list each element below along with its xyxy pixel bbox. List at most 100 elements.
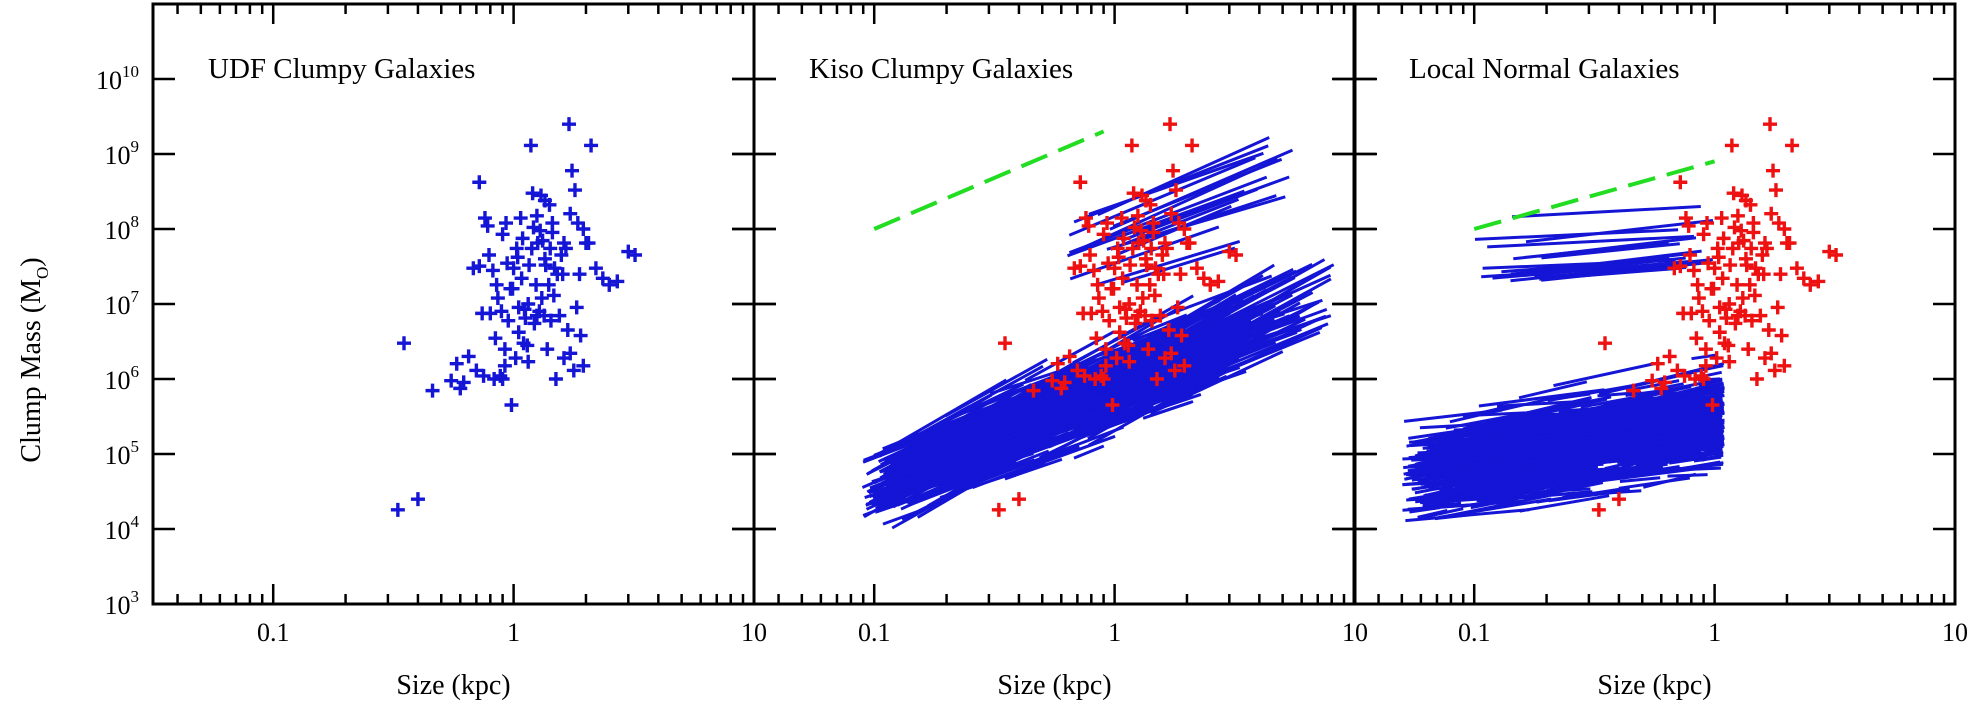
- data-point: [1764, 206, 1779, 221]
- data-point: [1102, 313, 1117, 328]
- model-track: [1662, 450, 1702, 457]
- data-point: [500, 256, 515, 271]
- data-point: [1147, 288, 1162, 303]
- model-track: [1580, 432, 1626, 441]
- y-tick-label: 105: [105, 437, 140, 470]
- model-track: [1581, 465, 1695, 481]
- model-track: [1458, 449, 1509, 458]
- data-point: [529, 277, 544, 292]
- x-tick-label: 1: [1708, 618, 1721, 647]
- data-point: [515, 231, 530, 246]
- x-tick-label: 1: [1108, 618, 1121, 647]
- model-track: [1416, 447, 1447, 457]
- x-tick-label: 10: [1942, 618, 1968, 647]
- data-point: [567, 183, 582, 198]
- model-track: [1531, 422, 1641, 435]
- y-tick-label: 106: [105, 362, 140, 395]
- y-tick-label: 104: [105, 512, 140, 545]
- model-track: [1690, 440, 1722, 446]
- data-point: [1744, 241, 1759, 256]
- model-track: [1417, 475, 1453, 483]
- data-point: [1724, 138, 1739, 153]
- reference-slope-line: [1473, 159, 1716, 231]
- model-track: [1015, 443, 1078, 470]
- panel-1: 0.1 1 10 Size (kpc) UDF Clumpy Galaxies: [151, 2, 776, 701]
- data-point: [1095, 304, 1110, 319]
- data-point: [1185, 138, 1200, 153]
- data-point: [548, 372, 563, 386]
- data-point: [1695, 304, 1710, 319]
- data-point: [1045, 373, 1060, 388]
- data-point: [1626, 383, 1641, 398]
- data-point: [1116, 231, 1131, 246]
- data-point: [1146, 225, 1161, 240]
- panel-title: Kiso Clumpy Galaxies: [809, 53, 1073, 85]
- data-point: [1124, 138, 1139, 153]
- data-point: [1111, 250, 1126, 265]
- data-point: [1115, 271, 1130, 286]
- data-point: [1076, 306, 1091, 321]
- data-point: [1698, 358, 1713, 373]
- data-point: [576, 222, 591, 236]
- model-track: [1405, 508, 1530, 523]
- data-point: [572, 267, 587, 282]
- y-ticks: [153, 2, 776, 606]
- data-point: [1785, 138, 1800, 153]
- model-track: [1589, 420, 1612, 429]
- data-point: [1829, 248, 1844, 263]
- data-point: [576, 358, 591, 373]
- model-track: [1121, 246, 1236, 285]
- model-track: [1017, 390, 1077, 422]
- model-track: [1658, 395, 1721, 402]
- data-point: [1751, 267, 1766, 282]
- model-track: [1541, 242, 1680, 260]
- data-point: [1121, 338, 1136, 353]
- model-track: [1414, 486, 1440, 495]
- data-point: [1134, 223, 1149, 238]
- y-axis-label-sub: O: [33, 267, 52, 279]
- model-track: [1408, 451, 1466, 460]
- model-track: [1496, 399, 1598, 408]
- model-track: [1646, 445, 1723, 459]
- data-point: [1166, 163, 1181, 178]
- model-tracks: [1402, 205, 1725, 523]
- data-point: [1677, 368, 1692, 383]
- plot-area: [390, 117, 643, 517]
- x-ticks: [1377, 4, 1957, 604]
- data-point: [521, 297, 536, 311]
- data-point: [540, 342, 555, 357]
- data-point: [1723, 258, 1738, 273]
- model-track: [1642, 472, 1697, 489]
- data-point: [543, 241, 558, 256]
- data-point: [1112, 325, 1127, 340]
- data-point: [1738, 193, 1753, 208]
- model-track: [1402, 502, 1489, 512]
- data-point: [1189, 261, 1204, 276]
- model-track: [1573, 402, 1672, 426]
- model-track: [953, 446, 987, 462]
- data-point: [1211, 274, 1226, 289]
- data-point: [1170, 300, 1185, 315]
- data-point: [1089, 331, 1104, 346]
- model-track: [1417, 509, 1448, 519]
- model-track: [1623, 443, 1691, 462]
- y-tick-label: 108: [105, 212, 140, 245]
- data-point: [1082, 248, 1097, 263]
- data-point: [461, 349, 476, 364]
- data-point: [1796, 271, 1811, 286]
- data-point: [1747, 288, 1762, 303]
- data-point: [480, 218, 495, 233]
- data-point: [1777, 222, 1792, 236]
- data-point: [490, 291, 505, 306]
- data-point: [1700, 216, 1715, 231]
- data-point: [390, 502, 405, 517]
- model-track: [1668, 429, 1725, 444]
- model-track: [1562, 491, 1598, 499]
- model-track: [1695, 381, 1724, 390]
- data-point: [1702, 313, 1717, 328]
- data-point: [1768, 183, 1783, 198]
- data-point: [501, 313, 516, 328]
- data-point: [505, 281, 520, 296]
- data-point: [488, 331, 503, 346]
